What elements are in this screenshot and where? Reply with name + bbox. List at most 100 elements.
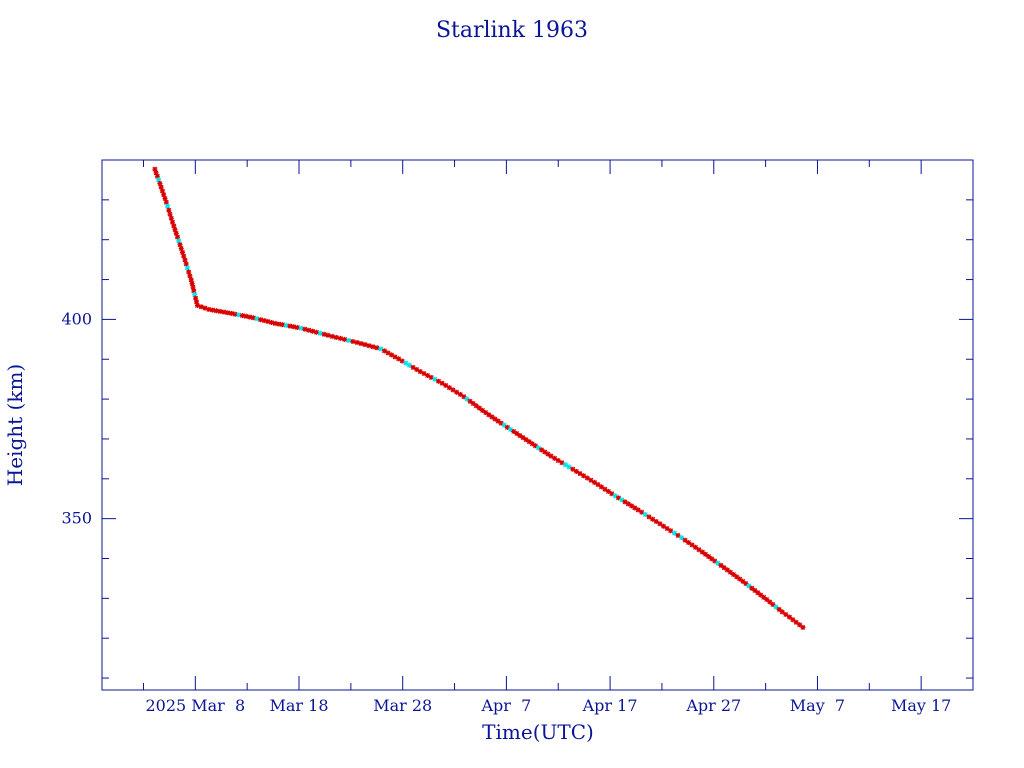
data-point (657, 521, 663, 527)
data-point (188, 277, 194, 283)
data-point (787, 614, 792, 620)
data-point (338, 335, 343, 341)
data-point (159, 188, 165, 194)
data-point (539, 447, 545, 453)
data-point (329, 333, 335, 339)
data-point (366, 343, 372, 349)
data-point (342, 336, 348, 342)
data-point (740, 578, 746, 584)
data-point (715, 560, 721, 566)
x-tick-label: Apr 27 (685, 696, 741, 715)
data-point (668, 528, 674, 534)
data-point (776, 606, 782, 612)
x-tick-label: May 7 (790, 696, 845, 715)
x-axis-label: Time(UTC) (482, 720, 594, 744)
data-point (671, 530, 677, 536)
data-point (269, 320, 274, 325)
data-point (194, 303, 200, 308)
data-point (501, 422, 507, 428)
data-point (157, 181, 163, 186)
data-point (679, 535, 685, 541)
data-point (718, 562, 724, 568)
data-point (489, 414, 495, 420)
data-point (358, 341, 364, 347)
data-point (183, 261, 189, 267)
data-point (504, 424, 510, 430)
data-point (605, 488, 611, 494)
data-point (555, 458, 561, 463)
data-point (406, 362, 412, 368)
data-point (374, 345, 380, 351)
data-point (480, 407, 485, 413)
data-point (758, 592, 764, 598)
data-point (526, 439, 532, 445)
data-point (156, 177, 162, 183)
data-point (421, 371, 427, 376)
data-point (396, 356, 402, 362)
data-point (635, 507, 641, 513)
data-point (240, 313, 245, 319)
data-point (619, 497, 625, 503)
x-tick-label: Mar 28 (373, 696, 432, 715)
data-point (749, 585, 755, 591)
data-point (706, 554, 712, 560)
data-point (495, 418, 501, 424)
chart-title: Starlink 1963 (436, 18, 588, 43)
data-point (392, 354, 398, 360)
data-point (746, 583, 752, 589)
data-point (346, 338, 352, 343)
data-point (181, 253, 187, 259)
data-point (265, 319, 271, 324)
data-point (686, 540, 691, 546)
series-layer (152, 166, 806, 630)
data-point (770, 602, 776, 607)
data-point (563, 462, 568, 468)
data-point (737, 576, 743, 582)
data-point (632, 505, 638, 511)
series-line (154, 169, 804, 628)
y-tick-label: 350 (61, 509, 92, 528)
data-point (161, 192, 167, 198)
data-point (167, 211, 173, 217)
data-point (696, 547, 702, 553)
data-point (250, 315, 256, 321)
data-point (283, 322, 289, 328)
data-point (592, 479, 597, 485)
y-axis: 350 400 (61, 159, 973, 679)
data-point (213, 308, 219, 314)
data-point (699, 549, 705, 555)
data-point (476, 405, 482, 411)
data-point (177, 242, 183, 248)
data-point (724, 567, 730, 573)
data-point (178, 246, 184, 251)
data-point (206, 306, 212, 312)
data-point (573, 468, 579, 474)
data-point (362, 342, 368, 348)
data-point (703, 551, 708, 557)
data-point (689, 542, 695, 548)
data-point (675, 532, 681, 538)
data-point (743, 581, 749, 587)
data-point (773, 604, 779, 610)
data-point (483, 410, 489, 416)
data-point (162, 196, 168, 201)
data-point (450, 387, 456, 393)
y-axis-label: Height (km) (3, 364, 27, 486)
data-point (153, 170, 159, 176)
data-point (354, 340, 360, 345)
data-point (272, 320, 278, 326)
data-point (514, 431, 520, 436)
data-point (170, 219, 175, 225)
data-point (221, 309, 227, 315)
data-point (410, 364, 416, 370)
data-point (280, 322, 286, 328)
data-point (511, 429, 517, 434)
data-point (403, 360, 409, 366)
data-point (682, 537, 688, 543)
data-point (184, 265, 190, 271)
data-point (192, 292, 198, 297)
data-point (800, 624, 806, 630)
data-point (536, 445, 541, 451)
data-point (712, 558, 718, 564)
